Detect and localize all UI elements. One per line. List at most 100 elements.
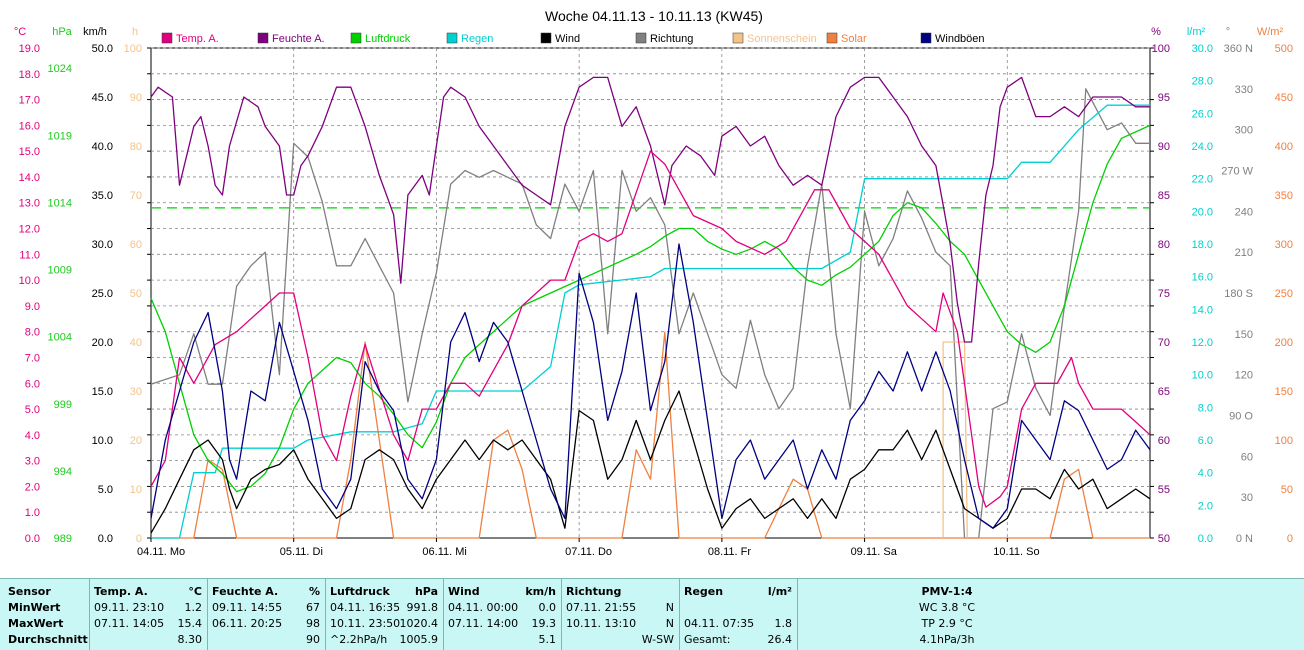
- hum-max-value: 98: [306, 617, 320, 630]
- axis-tick-rain: 10.0: [1192, 370, 1213, 382]
- legend: Temp. A. Feuchte A. Luftdruck Regen Wind Rich…: [161, 32, 985, 45]
- wind-max-value: 19.3: [531, 617, 557, 630]
- axis-unit-direction: °: [1226, 26, 1230, 38]
- rain-max-value: 1.8: [774, 617, 793, 630]
- dir-max-time: 10.11. 13:10: [566, 617, 637, 630]
- dir-min-value: N: [665, 601, 674, 614]
- series-layer: [150, 76, 1151, 539]
- axis-tick-temp: 10.0: [19, 275, 40, 287]
- axis-tick-pressure: 1004: [48, 332, 72, 344]
- pmv-trend: 4.1hPa/3h: [919, 633, 975, 646]
- axis-tick-humidity: 75: [1158, 288, 1170, 300]
- legend-swatch: [920, 32, 932, 44]
- legend-label: Feuchte A.: [272, 33, 325, 45]
- axis-unit-rain: l/m²: [1187, 26, 1206, 38]
- legend-swatch: [350, 32, 362, 44]
- x-day-label: 09.11. Sa: [851, 546, 898, 558]
- axis-tick-temp: 4.0: [25, 430, 40, 442]
- axis-tick-sun: 60: [130, 239, 142, 251]
- rain-total-value: 26.4: [767, 633, 793, 646]
- axis-tick-sun: 70: [130, 190, 142, 202]
- x-day-label: 04.11. Mo: [137, 546, 185, 558]
- stats-header-rain: Regen: [684, 585, 724, 598]
- legend-swatch: [826, 32, 838, 44]
- temp-min-time: 09.11. 23:10: [94, 601, 165, 614]
- legend-swatch: [635, 32, 647, 44]
- axis-tick-rain: 26.0: [1192, 108, 1213, 120]
- dir-min-time: 07.11. 21:55: [566, 601, 637, 614]
- axis-tick-humidity: 70: [1158, 337, 1170, 349]
- grid-layer: [147, 47, 1154, 539]
- wind-min-value: 0.0: [538, 601, 557, 614]
- axis-tick-pressure: 1024: [48, 63, 72, 75]
- axis-tick-sun: 10: [130, 484, 142, 496]
- press-avg-value: 1005.9: [399, 633, 439, 646]
- axis-tick-solar: 250: [1275, 288, 1293, 300]
- axes-layer: 0.0 1.0 2.0 3.0 4.0 5.0 6.0 7.0 8.0 9.0 10.0 11.0 12…: [14, 26, 1293, 545]
- axis-tick-temp: 15.0: [19, 146, 40, 158]
- dir-avg-value: W-SW: [641, 633, 674, 646]
- axis-tick-direction: 60: [1241, 451, 1253, 463]
- series-line-regen: [151, 104, 1150, 539]
- axis-tick-temp: 18.0: [19, 69, 40, 81]
- axis-tick-temp: 2.0: [25, 481, 40, 493]
- x-day-label: 05.11. Di: [280, 546, 323, 558]
- series-line-windböen: [150, 243, 1151, 529]
- legend-label: Windböen: [935, 33, 985, 45]
- axis-unit-humidity: %: [1151, 26, 1161, 38]
- axis-tick-rain: 24.0: [1192, 141, 1213, 153]
- series-line-sonnenschein: [942, 341, 968, 539]
- axis-tick-rain: 4.0: [1198, 468, 1213, 480]
- dir-max-value: N: [665, 617, 674, 630]
- axis-tick-solar: 0: [1287, 533, 1293, 545]
- axis-tick-solar: 300: [1275, 239, 1293, 251]
- legend-swatch: [257, 32, 269, 44]
- axis-tick-sun: 90: [130, 92, 142, 104]
- axis-tick-wind: 30.0: [92, 239, 113, 251]
- axis-tick-rain: 0.0: [1198, 533, 1213, 545]
- axis-tick-solar: 150: [1275, 386, 1293, 398]
- axis-tick-wind: 50.0: [92, 43, 113, 55]
- axis-tick-solar: 350: [1275, 190, 1293, 202]
- axis-tick-rain: 18.0: [1192, 239, 1213, 251]
- axis-tick-sun: 30: [130, 386, 142, 398]
- axis-tick-temp: 3.0: [25, 456, 40, 468]
- legend-label: Luftdruck: [365, 33, 411, 45]
- axis-tick-pressure: 989: [54, 533, 72, 545]
- series-line-wind: [150, 390, 1151, 534]
- press-max-value: 1020.4: [399, 617, 439, 630]
- axis-tick-humidity: 60: [1158, 435, 1170, 447]
- axis-tick-solar: 50: [1281, 484, 1293, 496]
- axis-unit-temp: °C: [14, 26, 26, 38]
- axis-tick-rain: 22.0: [1192, 174, 1213, 186]
- axis-tick-temp: 17.0: [19, 95, 40, 107]
- axis-tick-direction: 360 N: [1224, 43, 1253, 55]
- temp-max-time: 07.11. 14:05: [94, 617, 165, 630]
- axis-unit-solar: W/m²: [1257, 26, 1284, 38]
- axis-tick-temp: 1.0: [25, 507, 40, 519]
- series-line-temp-a-: [150, 150, 1151, 508]
- stats-header-temp: Temp. A.: [94, 585, 148, 598]
- legend-label: Sonnenschein: [747, 33, 817, 45]
- axis-tick-humidity: 95: [1158, 92, 1170, 104]
- press-min-time: 04.11. 16:35: [330, 601, 401, 614]
- row-label-max: MaxWert: [8, 617, 64, 630]
- rain-total-label: Gesamt:: [684, 633, 731, 646]
- series-line-feuchte-a-: [150, 76, 1150, 343]
- wind-max-time: 07.11. 14:00: [448, 617, 519, 630]
- axis-tick-wind: 25.0: [92, 288, 113, 300]
- axis-tick-rain: 12.0: [1192, 337, 1213, 349]
- axis-tick-temp: 5.0: [25, 404, 40, 416]
- axis-tick-temp: 11.0: [19, 249, 40, 261]
- axis-tick-temp: 9.0: [25, 301, 40, 313]
- axis-tick-temp: 19.0: [19, 43, 40, 55]
- stats-header-temp-unit: °C: [188, 585, 202, 598]
- axis-tick-temp: 14.0: [19, 172, 40, 184]
- stats-header-wind: Wind: [448, 585, 480, 598]
- axis-tick-direction: 180 S: [1224, 288, 1253, 300]
- weather-chart: Woche 04.11.13 - 10.11.13 (KW45) 0.0 1.0 2…: [14, 8, 1293, 558]
- stats-header-direction: Richtung: [566, 585, 622, 598]
- wind-min-time: 04.11. 00:00: [448, 601, 519, 614]
- axis-tick-wind: 40.0: [92, 141, 113, 153]
- hum-min-value: 67: [306, 601, 320, 614]
